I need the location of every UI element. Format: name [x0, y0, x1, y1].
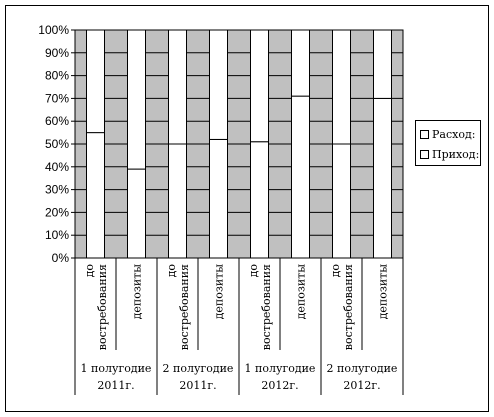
bar-income [168, 143, 187, 259]
group-label-year: 2012г. [343, 379, 380, 392]
category-label: депозиты [377, 264, 390, 320]
group-label-year: 2012г. [261, 379, 298, 392]
category-label: востребования [260, 264, 273, 350]
y-tick-label: 50% [45, 137, 69, 151]
category-label: депозиты [295, 264, 308, 320]
y-tick-label: 40% [45, 160, 69, 174]
category-label: востребования [96, 264, 109, 350]
bar-expense [86, 29, 105, 134]
group-label-period: 1 полугодие [81, 362, 152, 375]
y-tick-label: 70% [45, 91, 69, 105]
bar-income [86, 132, 105, 259]
y-tick-label: 30% [45, 183, 69, 197]
y-tick-label: 0% [52, 251, 70, 265]
group-label-period: 2 полугодие [163, 362, 234, 375]
bar-expense [332, 29, 351, 145]
bar-expense [168, 29, 187, 145]
legend-item-expense: Расход: [420, 126, 475, 142]
bar-income [373, 97, 392, 259]
bar-income [250, 141, 269, 259]
category-label: депозиты [131, 264, 144, 320]
category-label: востребования [342, 264, 355, 350]
category-label: востребования [178, 264, 191, 350]
bar-income [127, 168, 146, 259]
y-tick-label: 80% [45, 69, 69, 83]
group-label-period: 2 полугодие [327, 362, 398, 375]
legend-swatch-expense [420, 129, 429, 139]
category-label: депозиты [213, 264, 226, 320]
legend: Расход: Приход: [415, 120, 481, 166]
group-label-period: 1 полугодие [245, 362, 316, 375]
group-label-year: 2011г. [97, 379, 134, 392]
legend-item-income: Приход: [420, 146, 479, 162]
group-label-year: 2011г. [179, 379, 216, 392]
bar-expense [373, 29, 392, 99]
legend-label-income: Приход: [432, 147, 480, 161]
category-label: до [165, 264, 178, 278]
bar-expense [127, 29, 146, 170]
y-tick-label: 100% [38, 23, 69, 37]
bar-income [209, 138, 228, 259]
category-label: до [247, 264, 260, 278]
y-tick-label: 60% [45, 114, 69, 128]
category-label: до [329, 264, 342, 278]
bar-income [332, 143, 351, 259]
bar-expense [209, 29, 228, 140]
category-label: до [83, 264, 96, 278]
bar-expense [250, 29, 269, 143]
legend-label-expense: Расход: [432, 127, 476, 141]
y-tick-label: 90% [45, 46, 69, 60]
y-tick-label: 20% [45, 205, 69, 219]
bar-expense [291, 29, 310, 97]
y-tick-label: 10% [45, 228, 69, 242]
legend-swatch-income [420, 149, 429, 159]
chart-frame [5, 5, 489, 412]
bar-income [291, 95, 310, 259]
